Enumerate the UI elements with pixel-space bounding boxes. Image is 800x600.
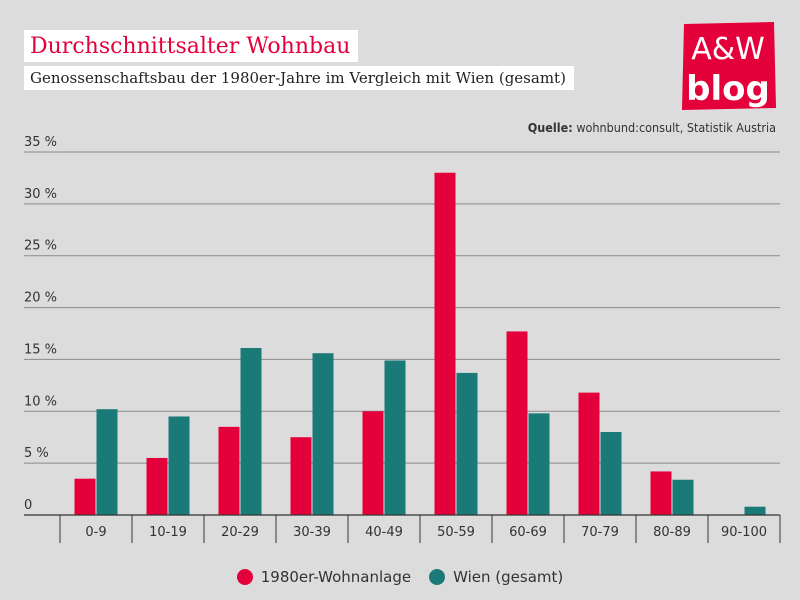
- legend-item-wien: Wien (gesamt): [429, 568, 563, 586]
- bar: [744, 506, 766, 515]
- bar: [672, 479, 694, 515]
- x-tick-label: 90-100: [721, 525, 767, 540]
- bar: [578, 392, 600, 515]
- legend-dot-1980er: [236, 569, 253, 585]
- source-text: wohnbund:consult, Statistik Austria: [576, 120, 776, 135]
- bar: [240, 348, 262, 515]
- legend: 1980er-Wohnanlage Wien (gesamt): [0, 568, 800, 586]
- x-tick-label: 40-49: [365, 525, 403, 540]
- bar: [362, 411, 384, 515]
- bar: [74, 478, 96, 515]
- bar: [434, 172, 456, 515]
- bar: [600, 432, 622, 515]
- bar: [290, 437, 312, 515]
- x-tick-label: 10-19: [149, 525, 187, 540]
- x-tick-label: 60-69: [509, 525, 547, 540]
- aw-blog-logo: A&W blog: [682, 22, 776, 110]
- bar: [312, 353, 334, 515]
- legend-label-wien: Wien (gesamt): [453, 568, 564, 586]
- source-note: Quelle: wohnbund:consult, Statistik Aust…: [528, 120, 776, 135]
- bar: [506, 331, 528, 515]
- x-tick-label: 80-89: [653, 525, 691, 540]
- legend-label-1980er: 1980er-Wohnanlage: [260, 568, 412, 586]
- legend-item-1980er: 1980er-Wohnanlage: [236, 568, 412, 586]
- bar: [384, 360, 406, 515]
- y-tick-label: 10 %: [24, 394, 57, 409]
- y-tick-label: 25 %: [24, 239, 57, 254]
- x-tick-label: 70-79: [581, 525, 619, 540]
- svg-text:A&W: A&W: [691, 32, 765, 67]
- bar: [650, 471, 672, 515]
- y-tick-label: 30 %: [24, 187, 57, 202]
- source-label: Quelle:: [527, 120, 573, 135]
- y-tick-label: 35 %: [24, 135, 57, 150]
- y-tick-label: 15 %: [24, 342, 57, 357]
- title-box: Durchschnittsalter Wohnbau: [24, 30, 359, 62]
- x-tick-label: 20-29: [221, 525, 259, 540]
- svg-text:blog: blog: [686, 69, 770, 109]
- subtitle-box: Genossenschaftsbau der 1980er-Jahre im V…: [24, 66, 574, 90]
- y-tick-label: 5 %: [24, 446, 49, 461]
- y-tick-label: 0: [24, 498, 32, 513]
- x-tick-label: 30-39: [293, 525, 331, 540]
- x-tick-label: 0-9: [85, 525, 106, 540]
- y-tick-label: 20 %: [24, 291, 57, 306]
- bar: [456, 372, 478, 515]
- legend-dot-wien: [429, 569, 446, 585]
- x-tick-label: 50-59: [437, 525, 475, 540]
- chart-title: Durchschnittsalter Wohnbau: [30, 34, 351, 59]
- bar: [168, 416, 190, 515]
- bar: [96, 409, 118, 515]
- bar: [146, 457, 168, 515]
- chart-subtitle: Genossenschaftsbau der 1980er-Jahre im V…: [30, 69, 566, 87]
- bar: [218, 426, 240, 515]
- bar: [528, 413, 550, 515]
